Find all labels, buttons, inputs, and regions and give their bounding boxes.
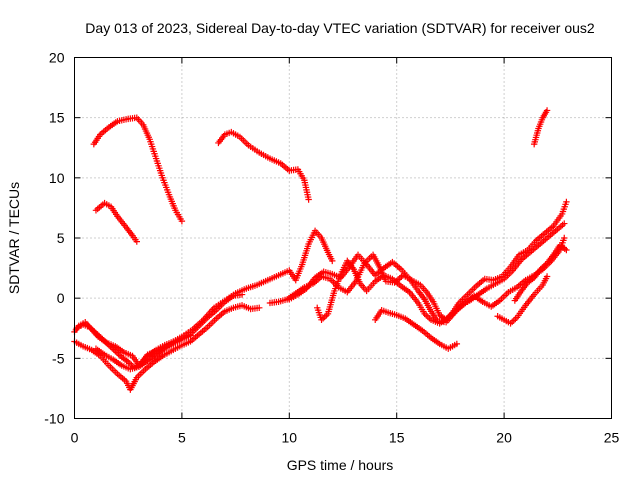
- series-arc-a: [90, 114, 186, 225]
- y-tick-label: 10: [49, 170, 65, 186]
- y-tick-label: -10: [44, 411, 64, 427]
- data-point: [561, 220, 568, 227]
- x-tick-label: 5: [178, 430, 186, 446]
- x-tick-labels: 0 5 10 15 20 25: [71, 430, 620, 446]
- data-point: [305, 196, 312, 203]
- data-point: [423, 312, 430, 319]
- data-point: [256, 304, 263, 311]
- series-arc-f: [71, 302, 263, 393]
- plot-frame: [74, 57, 612, 419]
- x-tick-label: 15: [389, 430, 405, 446]
- data-point: [508, 318, 516, 326]
- grid: [74, 57, 612, 419]
- series-arc-b: [92, 199, 140, 245]
- data-points: [71, 107, 570, 393]
- data-point: [512, 315, 519, 323]
- data-point: [424, 313, 432, 321]
- data-point: [563, 198, 570, 206]
- x-tick-label: 0: [71, 430, 79, 446]
- series-arc-l: [494, 273, 551, 327]
- data-point: [238, 291, 246, 298]
- data-point: [133, 238, 140, 245]
- data-point: [178, 217, 186, 225]
- x-tick-label: 25: [604, 430, 620, 446]
- series-arc-k: [372, 307, 461, 352]
- y-tick-label: 15: [49, 110, 65, 126]
- x-tick-label: 10: [282, 430, 298, 446]
- data-point: [543, 107, 551, 114]
- y-tick-label: 5: [57, 230, 65, 246]
- data-point: [561, 234, 568, 242]
- series-arc-m: [511, 242, 570, 304]
- y-tick-labels: -10 -5 0 5 10 15 20: [44, 50, 64, 427]
- series-arc-c: [215, 128, 312, 203]
- series-arc-j: [314, 234, 568, 327]
- x-axis-label: GPS time / hours: [287, 457, 394, 473]
- data-point: [329, 257, 336, 265]
- y-tick-label: 0: [57, 290, 65, 306]
- data-point: [563, 246, 570, 254]
- chart-title: Day 013 of 2023, Sidereal Day-to-day VTE…: [85, 20, 595, 36]
- x-tick-label: 20: [496, 430, 512, 446]
- series-arc-n: [73, 321, 194, 372]
- data-point: [543, 273, 551, 280]
- series-arc-d: [530, 107, 551, 148]
- series-arc-g: [92, 291, 246, 373]
- y-axis-label: SDTVAR / TECUs: [6, 182, 22, 294]
- y-tick-label: -5: [52, 350, 65, 366]
- y-tick-label: 20: [49, 50, 65, 66]
- data-point: [453, 340, 461, 348]
- data-point: [187, 332, 194, 339]
